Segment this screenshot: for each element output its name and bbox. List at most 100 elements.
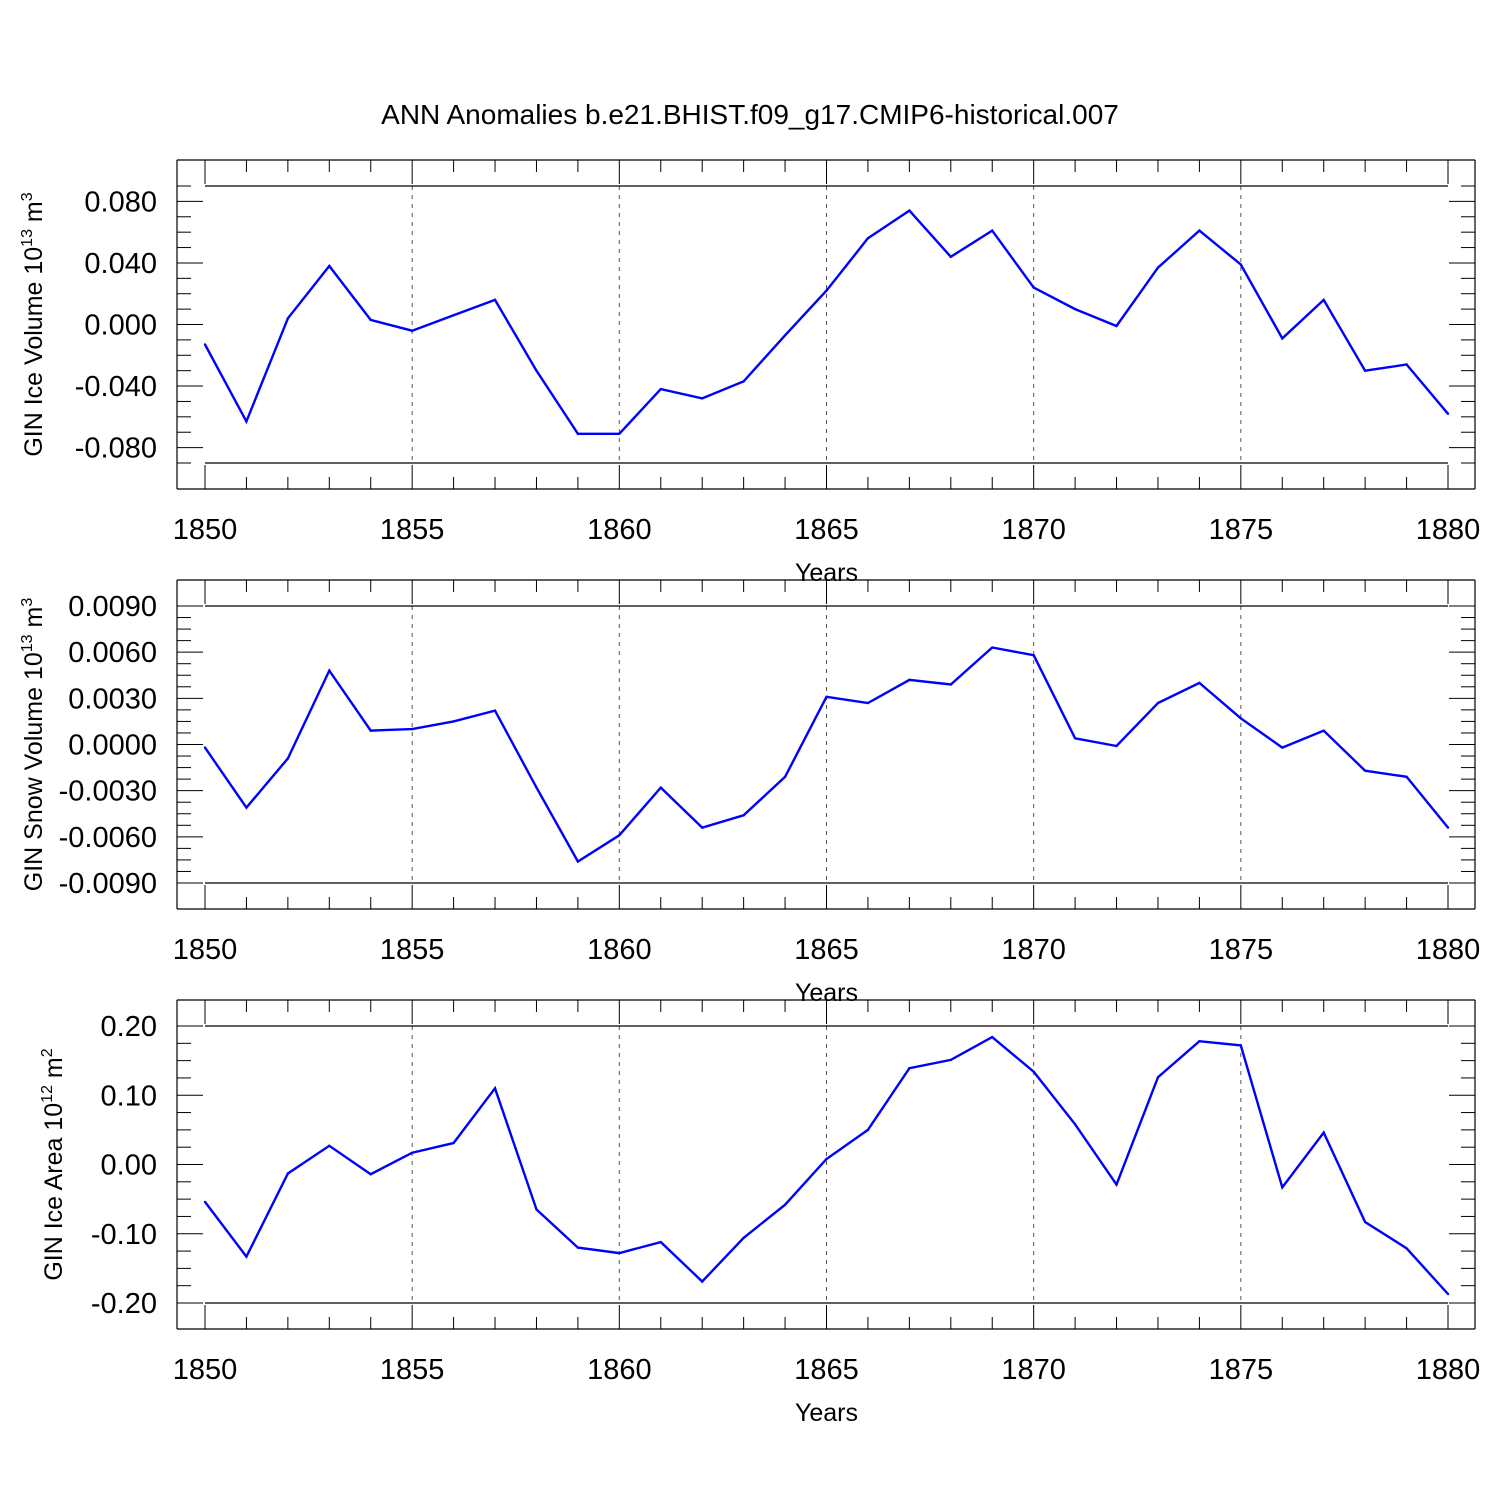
data-point bbox=[1322, 729, 1325, 732]
data-point bbox=[1239, 717, 1243, 720]
x-tick-label: 1850 bbox=[173, 1354, 238, 1386]
y-tick-label: -0.0090 bbox=[59, 868, 157, 900]
data-point bbox=[1239, 1044, 1243, 1047]
x-axis-label: Years bbox=[795, 1399, 858, 1427]
data-point bbox=[535, 786, 538, 789]
data-point bbox=[949, 255, 952, 258]
x-tick-label: 1865 bbox=[794, 934, 859, 966]
x-tick-label: 1860 bbox=[587, 934, 652, 966]
y-tick-label: -0.0030 bbox=[59, 776, 157, 808]
y-axis-label-text: GIN Ice Volume 10 bbox=[20, 247, 48, 457]
y-tick-label: 0.0000 bbox=[68, 730, 157, 762]
y-axis-label-exponent: 13 bbox=[19, 634, 36, 652]
data-point bbox=[866, 237, 870, 240]
y-axis-label-exponent: 12 bbox=[39, 1085, 56, 1103]
data-point bbox=[908, 678, 911, 682]
panel-3: -0.20 -0.10 0.00 0.10 0.20 1850 1855 1860 1865 18… bbox=[39, 999, 1480, 1427]
data-point bbox=[203, 746, 207, 749]
data-point bbox=[452, 1141, 455, 1145]
data-point bbox=[535, 369, 538, 372]
y-axis-label-unit: m bbox=[20, 201, 48, 229]
x-tick-label: 1860 bbox=[587, 1354, 652, 1386]
data-point bbox=[576, 860, 580, 863]
data-point bbox=[783, 1203, 787, 1206]
x-tick-label: 1880 bbox=[1416, 514, 1481, 546]
data-point bbox=[1198, 681, 1201, 685]
panels: -0.080 -0.040 0.000 0.040 0.080 1850 1855 1860 1… bbox=[19, 159, 1481, 1427]
y-tick-label: 0.040 bbox=[84, 248, 157, 280]
data-point bbox=[203, 343, 207, 346]
y-tick-label: 0.0090 bbox=[68, 591, 157, 623]
data-point bbox=[1281, 746, 1284, 749]
data-point bbox=[949, 683, 952, 686]
data-point bbox=[493, 1087, 497, 1090]
y-tick-label: 0.20 bbox=[101, 1011, 157, 1043]
data-point bbox=[535, 1208, 538, 1211]
x-tick-label: 1875 bbox=[1209, 934, 1274, 966]
data-point bbox=[825, 1157, 828, 1161]
data-point bbox=[1115, 324, 1118, 328]
data-point bbox=[618, 834, 621, 837]
data-point bbox=[1405, 363, 1408, 366]
data-point bbox=[991, 1035, 994, 1039]
data-point bbox=[783, 334, 787, 337]
data-point bbox=[1446, 1292, 1450, 1296]
data-point bbox=[783, 775, 787, 779]
data-point bbox=[825, 695, 828, 698]
data-point bbox=[742, 380, 745, 383]
data-point bbox=[410, 727, 414, 731]
data-point bbox=[659, 786, 662, 789]
data-point bbox=[1156, 701, 1160, 705]
data-point bbox=[1239, 263, 1243, 266]
data-point bbox=[1363, 369, 1367, 372]
y-axis-label: GIN Ice Area 1012 m2 bbox=[39, 1048, 68, 1280]
y-tick-label: 0.080 bbox=[84, 186, 157, 218]
data-point bbox=[452, 314, 455, 317]
data-point bbox=[1405, 1247, 1408, 1250]
data-point bbox=[369, 1172, 372, 1176]
data-point bbox=[1115, 1183, 1118, 1186]
x-tick-label: 1855 bbox=[380, 934, 445, 966]
x-tick-label: 1875 bbox=[1209, 514, 1274, 546]
y-tick-label: -0.040 bbox=[75, 371, 157, 403]
data-point bbox=[949, 1058, 952, 1062]
data-point bbox=[1032, 654, 1035, 657]
data-point bbox=[991, 646, 994, 649]
data-point bbox=[701, 1280, 704, 1283]
data-point bbox=[1198, 1040, 1201, 1043]
data-point bbox=[1073, 307, 1077, 311]
x-tick-label: 1855 bbox=[380, 1354, 445, 1386]
y-tick-label: -0.20 bbox=[91, 1288, 157, 1320]
x-tick-label: 1870 bbox=[1001, 1354, 1066, 1386]
data-point bbox=[245, 1255, 248, 1258]
x-tick-label: 1850 bbox=[173, 934, 238, 966]
y-axis-label: GIN Ice Volume 1013 m3 bbox=[19, 192, 48, 456]
data-point bbox=[1156, 1076, 1160, 1079]
y-axis-label-unit-exponent: 3 bbox=[19, 598, 36, 607]
x-tick-label: 1860 bbox=[587, 514, 652, 546]
y-axis-label-text: GIN Ice Area 10 bbox=[40, 1103, 68, 1281]
data-point bbox=[1281, 337, 1284, 340]
data-point bbox=[1405, 775, 1408, 779]
data-point bbox=[908, 1067, 911, 1070]
series-line bbox=[204, 1035, 1449, 1295]
data-point bbox=[1281, 1186, 1284, 1189]
data-point bbox=[701, 826, 704, 829]
data-point bbox=[286, 1172, 290, 1175]
panel-2: -0.0090 -0.0060 -0.0030 0.0000 0.0030 0.0060 0… bbox=[19, 579, 1480, 1007]
data-point bbox=[1115, 744, 1118, 748]
y-axis-label: GIN Snow Volume 1013 m3 bbox=[19, 598, 48, 892]
x-tick-label: 1870 bbox=[1001, 514, 1066, 546]
data-point bbox=[493, 298, 497, 302]
data-point bbox=[328, 1144, 331, 1148]
data-point bbox=[576, 432, 580, 435]
data-point bbox=[1198, 229, 1201, 232]
data-point bbox=[1446, 826, 1450, 829]
panel-1: -0.080 -0.040 0.000 0.040 0.080 1850 1855 1860 1… bbox=[19, 159, 1481, 587]
data-point bbox=[286, 757, 290, 760]
y-axis-label-unit: m bbox=[20, 607, 48, 635]
data-point bbox=[328, 669, 331, 672]
data-point bbox=[866, 701, 870, 705]
y-axis-label-unit-exponent: 3 bbox=[19, 192, 36, 201]
